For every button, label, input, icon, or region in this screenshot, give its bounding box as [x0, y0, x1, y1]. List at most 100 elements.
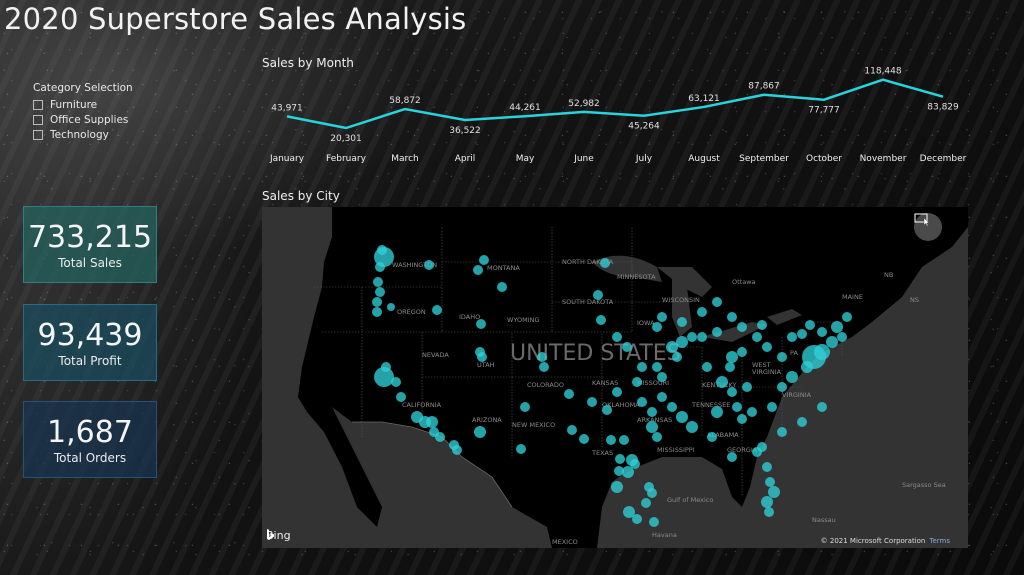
svg-text:NS: NS — [910, 296, 919, 304]
city-bubble — [742, 382, 752, 392]
city-bubble — [652, 362, 662, 372]
sales-by-month-chart[interactable]: 43,971 January 20,301 February 58,872 March 36… — [255, 67, 975, 172]
city-bubble — [375, 262, 385, 272]
svg-text:NEVADA: NEVADA — [422, 351, 449, 359]
city-bubble — [647, 407, 657, 417]
city-bubble — [727, 452, 737, 462]
kpi-label: Total Profit — [58, 354, 122, 368]
data-label: 20,301 — [330, 134, 362, 144]
checkbox-icon[interactable] — [33, 114, 43, 125]
city-bubble — [564, 389, 574, 399]
svg-text:OKLAHOMA: OKLAHOMA — [602, 401, 640, 409]
city-bubble — [676, 411, 688, 423]
svg-text:NB: NB — [884, 271, 893, 279]
city-bubble — [424, 260, 434, 270]
slicer-item-furniture[interactable]: Furniture — [33, 97, 133, 112]
svg-text:NORTH DAKOTA: NORTH DAKOTA — [562, 258, 614, 266]
slicer-item-office-supplies[interactable]: Office Supplies — [33, 112, 133, 127]
city-bubble — [619, 435, 629, 445]
data-label: 63,121 — [688, 94, 720, 104]
month-label: March — [391, 154, 418, 164]
month-label: April — [455, 154, 476, 164]
kpi-card-total-sales: 733,215 Total Sales — [23, 206, 157, 283]
svg-text:ALABAMA: ALABAMA — [707, 431, 739, 439]
svg-text:MONTANA: MONTANA — [487, 264, 520, 272]
svg-text:OREGON: OREGON — [397, 308, 426, 316]
month-label: September — [739, 154, 789, 164]
terms-link[interactable]: Terms — [929, 537, 950, 545]
city-bubble — [757, 442, 767, 452]
sales-by-city-map[interactable]: UNITED STATES MEXICO Ottawa Gulf of Mexi… — [262, 207, 968, 548]
svg-text:MINNESOTA: MINNESOTA — [617, 273, 656, 281]
city-bubble — [602, 405, 612, 415]
city-bubble — [712, 327, 722, 337]
map-label-country: UNITED STATES — [510, 341, 681, 366]
city-bubble — [516, 444, 526, 454]
city-bubble — [479, 255, 489, 265]
city-bubble — [747, 407, 757, 417]
city-bubble — [672, 352, 682, 362]
svg-text:VIRGINIA: VIRGINIA — [782, 391, 812, 399]
city-bubble — [817, 402, 827, 412]
bing-icon — [267, 529, 274, 540]
data-label: 87,867 — [748, 82, 780, 92]
city-bubble — [539, 362, 549, 372]
city-bubble — [579, 434, 589, 444]
city-bubble — [657, 312, 667, 322]
svg-text:TENNESSEE: TENNESSEE — [691, 401, 730, 409]
city-bubble — [737, 414, 747, 424]
line-chart-title: Sales by Month — [262, 56, 354, 70]
kpi-value: 1,687 — [47, 415, 133, 450]
month-label: January — [269, 154, 305, 164]
city-bubble — [707, 432, 717, 442]
city-bubble — [637, 397, 647, 407]
city-bubble — [686, 421, 698, 433]
city-bubble — [702, 362, 712, 372]
month-label: November — [860, 154, 907, 164]
month-label: July — [635, 154, 653, 164]
city-bubble — [626, 454, 638, 466]
svg-text:COLORADO: COLORADO — [527, 381, 564, 389]
month-label: October — [806, 154, 842, 164]
city-bubble — [725, 362, 735, 372]
city-bubble — [805, 320, 815, 330]
city-bubble — [375, 287, 385, 297]
city-bubble — [765, 477, 775, 487]
svg-text:UTAH: UTAH — [477, 361, 495, 369]
slicer-title: Category Selection — [33, 82, 133, 94]
city-bubble — [711, 406, 723, 418]
city-bubble — [632, 514, 642, 524]
slicer-item-technology[interactable]: Technology — [33, 127, 133, 142]
city-bubble — [377, 245, 387, 255]
city-bubble — [432, 305, 442, 315]
svg-text:ARIZONA: ARIZONA — [472, 416, 502, 424]
city-bubble — [757, 320, 767, 330]
kpi-value: 93,439 — [37, 318, 143, 353]
city-bubble — [452, 445, 462, 455]
data-label: 77,777 — [808, 106, 840, 116]
city-bubble — [787, 332, 797, 342]
checkbox-icon[interactable] — [33, 99, 43, 110]
kpi-label: Total Sales — [58, 256, 122, 270]
month-label: December — [920, 154, 967, 164]
city-bubble — [657, 372, 667, 382]
svg-text:Nassau: Nassau — [812, 516, 836, 524]
city-bubble — [596, 315, 606, 325]
city-bubble — [391, 377, 401, 387]
city-bubble — [426, 416, 438, 428]
checkbox-icon[interactable] — [33, 129, 43, 140]
city-bubble — [842, 312, 852, 322]
dashboard-title: 2020 Superstore Sales Analysis — [4, 2, 467, 36]
city-bubble — [677, 317, 687, 327]
city-bubble — [600, 258, 610, 268]
svg-text:IDAHO: IDAHO — [459, 313, 480, 321]
data-label: 43,971 — [271, 103, 303, 113]
city-bubble — [837, 332, 847, 342]
data-label: 44,261 — [509, 103, 541, 113]
month-label: May — [516, 154, 535, 164]
city-bubble — [477, 352, 487, 362]
focus-mode-button[interactable] — [914, 213, 942, 241]
city-bubble — [737, 322, 747, 332]
svg-text:WYOMING: WYOMING — [507, 316, 540, 324]
city-bubble — [396, 392, 406, 402]
